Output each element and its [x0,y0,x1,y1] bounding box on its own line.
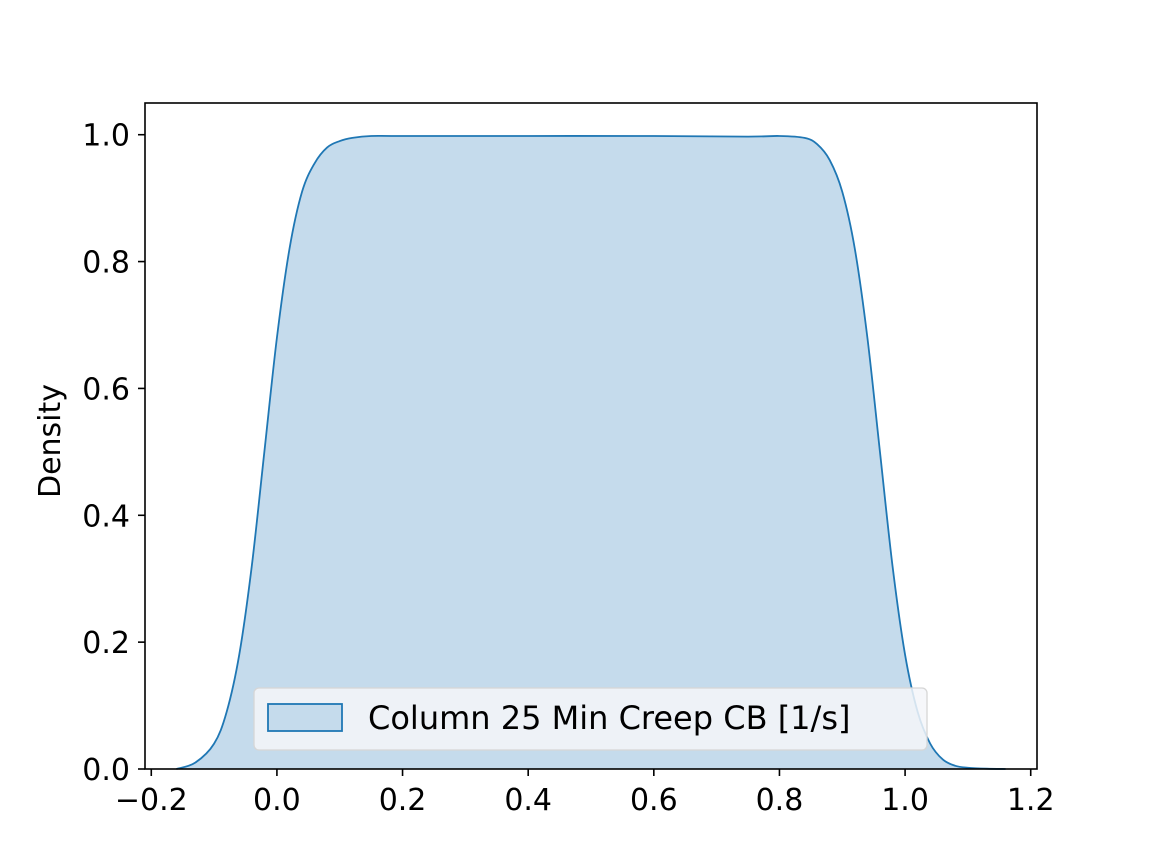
y-tick-label: 0.0 [82,753,130,788]
legend-box [253,687,928,751]
x-tick-label: 0.0 [253,783,301,818]
legend-entry-label: Column 25 Min Creep CB [1/s] [368,699,850,737]
legend: Column 25 Min Creep CB [1/s] [253,687,928,751]
plot-frame [144,102,1038,770]
legend-swatch [267,703,343,732]
x-tick-label: 0.4 [504,783,552,818]
y-tick-label: 0.2 [82,626,130,661]
y-tick-label: 0.4 [82,499,130,534]
x-tick-label: 0.8 [756,783,804,818]
plot-area [176,134,1006,770]
y-tick-label: 0.6 [82,372,130,407]
density-area-fill-0 [176,135,1006,769]
x-tick-label: 0.2 [379,783,427,818]
x-tick-label: 1.0 [881,783,929,818]
x-tick-label: −0.2 [115,783,188,818]
x-tick-label: 0.6 [630,783,678,818]
x-axis: −0.2 0.0 0.2 0.4 0.6 0.8 1.0 1.2 [115,769,1055,818]
x-tick-label: 1.2 [1007,783,1055,818]
y-axis-label: Density [33,384,68,498]
y-axis: 0.0 0.2 0.4 0.6 0.8 1.0 [82,119,145,788]
y-tick-label: 0.8 [82,246,130,281]
y-tick-label: 1.0 [82,119,130,154]
